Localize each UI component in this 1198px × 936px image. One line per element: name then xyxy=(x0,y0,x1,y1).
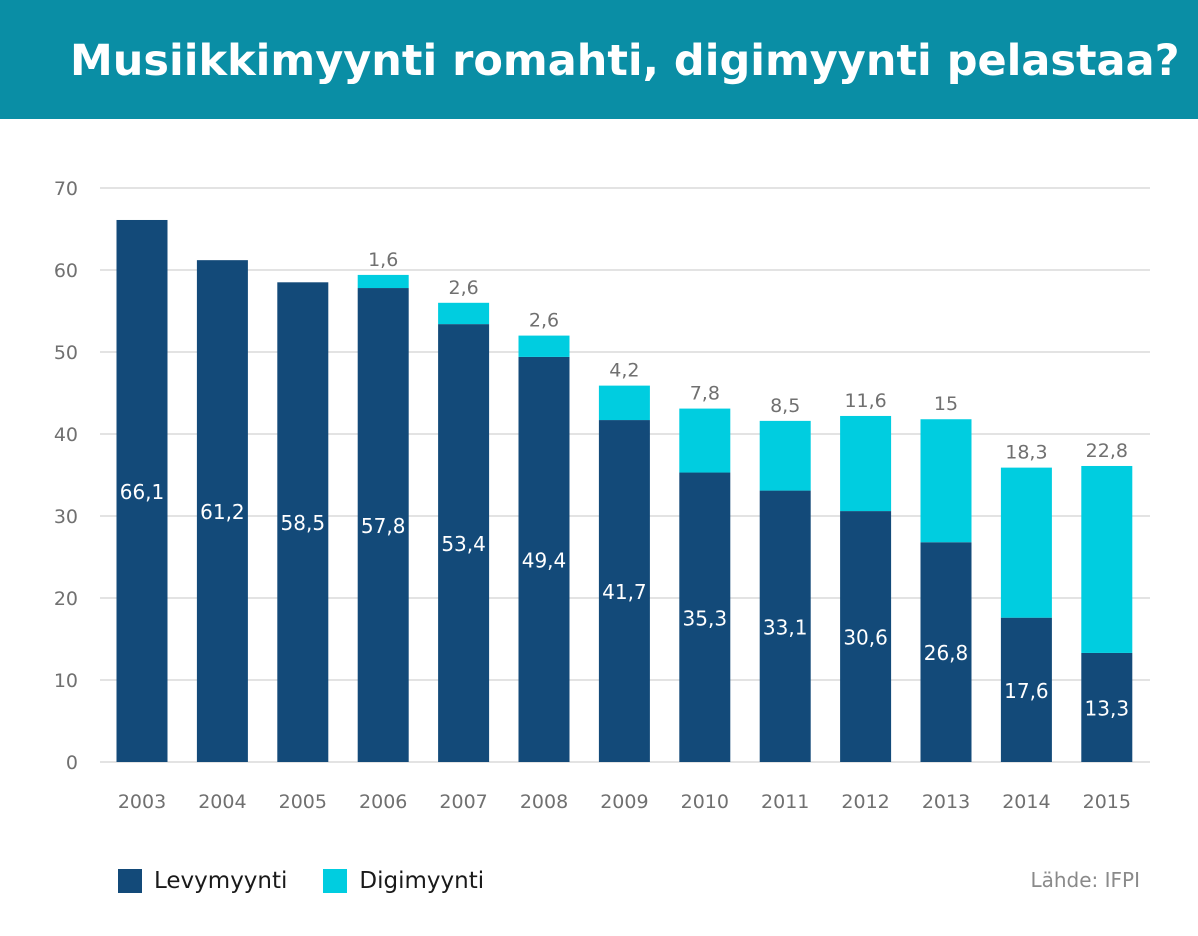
y-tick-label: 0 xyxy=(66,752,78,774)
x-tick-label: 2015 xyxy=(1083,791,1131,813)
legend-label-levymyynti: Levymyynti xyxy=(154,868,288,894)
x-tick-label: 2014 xyxy=(1002,791,1050,813)
y-tick-label: 10 xyxy=(54,670,78,692)
data-label-levymyynti: 13,3 xyxy=(1085,696,1130,720)
bar-digimyynti xyxy=(840,415,892,512)
legend-item-digimyynti: Digimyynti xyxy=(323,868,484,894)
bar-digimyynti xyxy=(759,420,811,491)
data-label-levymyynti: 66,1 xyxy=(120,480,165,504)
data-label-digimyynti: 18,3 xyxy=(1005,442,1047,464)
y-tick-label: 20 xyxy=(54,588,78,610)
bar-chart: 0 10 20 30 40 50 60 70 66,1 2003 61,2 2004 58,5 2005 5… xyxy=(54,178,1150,813)
bar-levymyynti xyxy=(759,490,811,762)
data-label-levymyynti: 17,6 xyxy=(1004,679,1049,703)
data-label-levymyynti: 35,3 xyxy=(683,606,728,630)
legend-swatch-digimyynti xyxy=(323,869,348,893)
bar-levymyynti xyxy=(518,356,570,762)
chart-title: Musiikkimyynti romahti, digimyynti pelas… xyxy=(70,36,1180,86)
bar-levymyynti xyxy=(1000,617,1052,762)
y-tick-label: 60 xyxy=(54,260,78,282)
x-tick-label: 2005 xyxy=(279,791,327,813)
x-tick-label: 2006 xyxy=(359,791,407,813)
x-tick-label: 2010 xyxy=(681,791,729,813)
x-tick-label: 2009 xyxy=(600,791,648,813)
bar-levymyynti xyxy=(357,288,409,762)
legend-item-levymyynti: Levymyynti xyxy=(118,868,287,894)
x-tick-label: 2003 xyxy=(118,791,166,813)
data-label-levymyynti: 57,8 xyxy=(361,514,406,538)
bar-levymyynti xyxy=(116,219,168,763)
data-label-digimyynti: 7,8 xyxy=(690,383,720,405)
bar-levymyynti xyxy=(679,472,731,762)
data-label-digimyynti: 1,6 xyxy=(368,249,398,271)
data-label-levymyynti: 30,6 xyxy=(843,626,888,650)
x-tick-label: 2008 xyxy=(520,791,568,813)
bar-levymyynti xyxy=(920,542,972,762)
bar-digimyynti xyxy=(1000,467,1052,618)
bar-levymyynti xyxy=(438,324,490,762)
bar-levymyynti xyxy=(598,420,650,762)
bar-digimyynti xyxy=(438,302,490,325)
legend-label-digimyynti: Digimyynti xyxy=(359,868,485,894)
data-label-levymyynti: 61,2 xyxy=(200,500,245,524)
data-label-levymyynti: 41,7 xyxy=(602,580,647,604)
data-label-levymyynti: 26,8 xyxy=(924,641,969,665)
bar-digimyynti xyxy=(679,408,731,473)
bar-levymyynti xyxy=(1081,652,1133,762)
data-label-digimyynti: 11,6 xyxy=(844,390,886,412)
y-tick-label: 30 xyxy=(54,506,78,528)
data-label-levymyynti: 53,4 xyxy=(441,532,486,556)
bar-digimyynti xyxy=(920,419,972,543)
data-label-levymyynti: 33,1 xyxy=(763,615,808,639)
data-label-digimyynti: 4,2 xyxy=(609,360,639,382)
data-label-digimyynti: 15 xyxy=(934,393,958,415)
x-tick-label: 2004 xyxy=(198,791,246,813)
y-tick-label: 50 xyxy=(54,342,78,364)
header-banner: Musiikkimyynti romahti, digimyynti pelas… xyxy=(0,0,1198,119)
legend: Levymyynti Digimyynti xyxy=(118,866,520,896)
y-tick-label: 40 xyxy=(54,424,78,446)
source-note: Lähde: IFPI xyxy=(1030,868,1140,892)
data-label-levymyynti: 49,4 xyxy=(522,548,567,572)
data-label-digimyynti: 2,6 xyxy=(529,310,559,332)
bar-levymyynti xyxy=(277,282,329,762)
x-tick-label: 2007 xyxy=(439,791,487,813)
bar-levymyynti xyxy=(840,511,892,762)
x-tick-label: 2012 xyxy=(841,791,889,813)
data-label-levymyynti: 58,5 xyxy=(281,511,326,535)
bar-digimyynti xyxy=(357,274,409,289)
data-label-digimyynti: 22,8 xyxy=(1086,440,1128,462)
bar-digimyynti xyxy=(518,335,570,357)
legend-swatch-levymyynti xyxy=(118,869,142,893)
x-tick-label: 2011 xyxy=(761,791,809,813)
data-label-digimyynti: 2,6 xyxy=(448,277,478,299)
bar-digimyynti xyxy=(598,385,650,421)
data-label-digimyynti: 8,5 xyxy=(770,395,800,417)
bar-digimyynti xyxy=(1081,465,1133,653)
x-tick-label: 2013 xyxy=(922,791,970,813)
bar-levymyynti xyxy=(196,260,248,762)
y-tick-label: 70 xyxy=(54,178,78,200)
